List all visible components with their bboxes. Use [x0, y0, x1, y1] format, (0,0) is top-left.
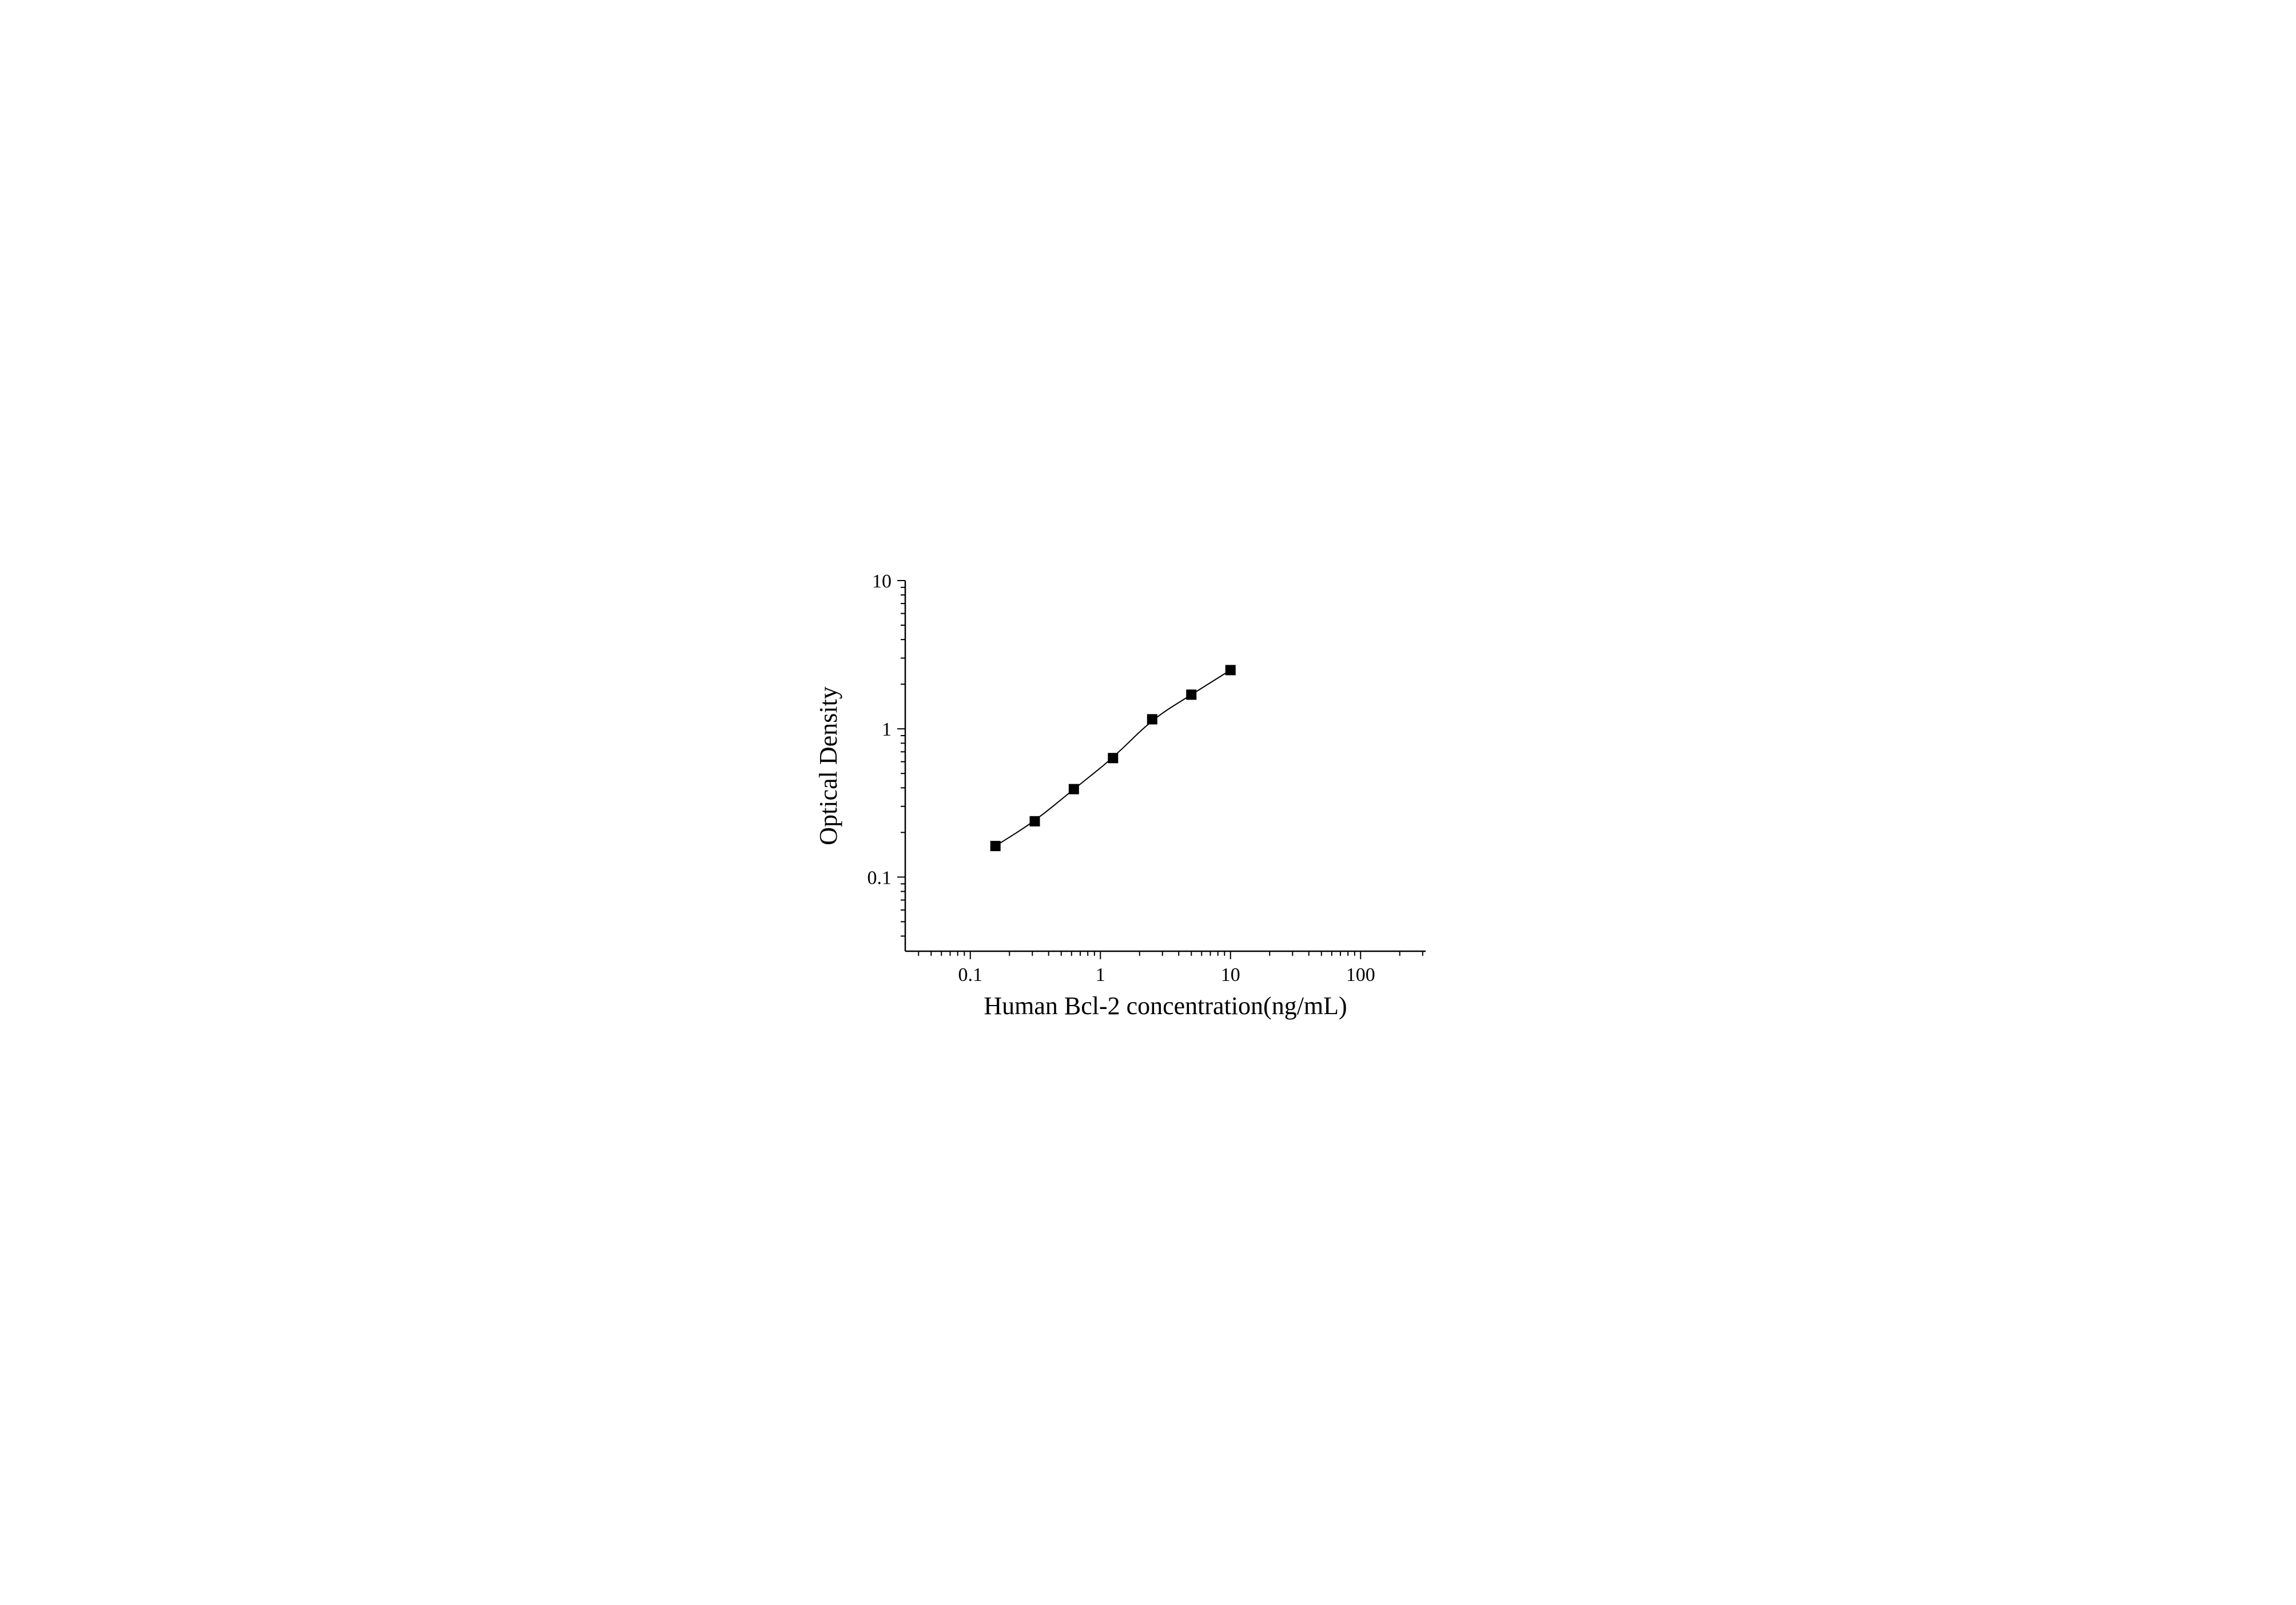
- chart-container: 0.1 1 10 100 0.1 1 10 Optical Density Human Bcl-…: [782, 545, 1514, 1060]
- y-tick-label: 1: [882, 719, 892, 740]
- y-axis-label: Optical Density: [814, 686, 842, 845]
- x-axis-label: Human Bcl-2 concentration(ng/mL): [984, 992, 1347, 1020]
- data-marker: [1225, 665, 1235, 676]
- x-tick-label: 0.1: [958, 964, 982, 986]
- x-tick-label: 10: [1220, 964, 1240, 986]
- data-marker: [1029, 816, 1040, 827]
- y-tick-label: 0.1: [867, 867, 892, 888]
- chart-background: [782, 545, 1514, 1057]
- x-tick-label: 1: [1095, 964, 1105, 986]
- data-marker: [1068, 784, 1079, 794]
- data-marker: [1186, 689, 1196, 700]
- y-tick-label: 10: [872, 571, 892, 592]
- data-marker: [1108, 753, 1118, 763]
- elisa-standard-curve-chart: 0.1 1 10 100 0.1 1 10 Optical Density Human Bcl-…: [782, 545, 1514, 1057]
- x-tick-label: 100: [1346, 964, 1375, 986]
- data-marker: [990, 841, 1000, 851]
- data-marker: [1147, 714, 1157, 724]
